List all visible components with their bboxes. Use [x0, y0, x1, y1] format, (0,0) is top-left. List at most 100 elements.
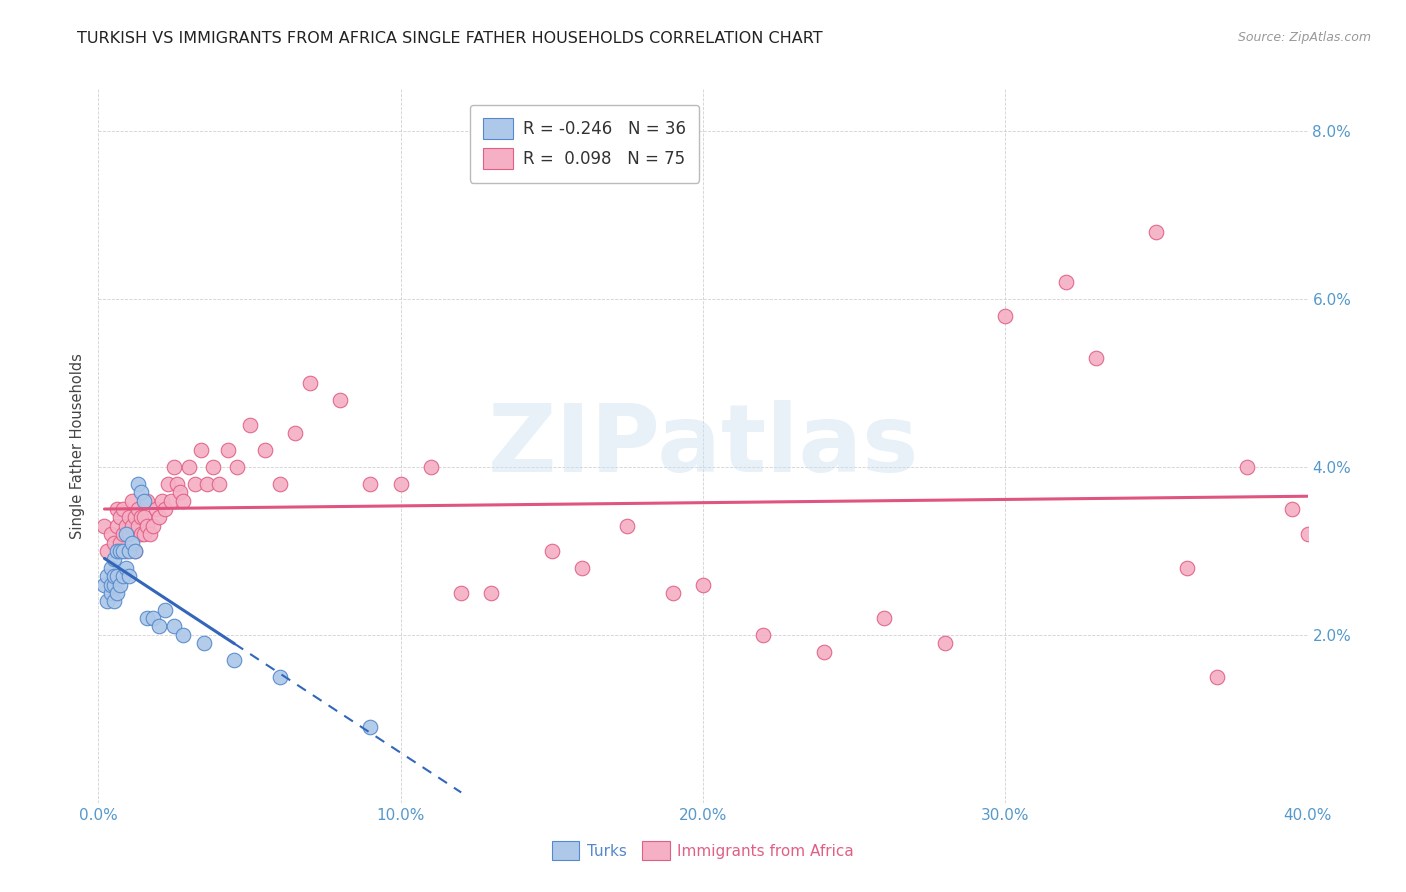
- Point: [100, 560, 122, 574]
- Point: [127, 502, 149, 516]
- Point: [103, 577, 125, 591]
- Point: [114, 560, 136, 574]
- Point: [100, 586, 122, 600]
- Text: Source: ZipAtlas.com: Source: ZipAtlas.com: [1237, 31, 1371, 45]
- Point: [135, 518, 157, 533]
- Point: [100, 577, 122, 591]
- Point: [239, 417, 262, 432]
- Point: [616, 518, 638, 533]
- Point: [118, 510, 141, 524]
- Point: [96, 544, 118, 558]
- Point: [190, 443, 212, 458]
- Point: [118, 569, 141, 583]
- Point: [389, 476, 412, 491]
- Point: [1296, 527, 1319, 541]
- Point: [121, 535, 143, 549]
- Point: [540, 544, 562, 558]
- Point: [1206, 670, 1229, 684]
- Point: [129, 510, 152, 524]
- Point: [105, 544, 128, 558]
- Point: [124, 544, 146, 558]
- Point: [208, 476, 231, 491]
- Point: [121, 493, 143, 508]
- Point: [450, 586, 472, 600]
- Point: [873, 611, 896, 625]
- Legend: Turks, Immigrants from Africa: Turks, Immigrants from Africa: [546, 835, 860, 866]
- Point: [163, 460, 186, 475]
- Point: [193, 636, 215, 650]
- Point: [1236, 460, 1258, 475]
- Point: [145, 502, 167, 516]
- Point: [1085, 351, 1108, 365]
- Point: [127, 518, 149, 533]
- Point: [156, 476, 179, 491]
- Point: [111, 544, 134, 558]
- Point: [118, 527, 141, 541]
- Point: [114, 544, 136, 558]
- Point: [111, 502, 134, 516]
- Point: [1281, 502, 1303, 516]
- Point: [124, 510, 146, 524]
- Point: [692, 577, 714, 591]
- Point: [105, 502, 128, 516]
- Point: [132, 510, 155, 524]
- Point: [108, 510, 131, 524]
- Point: [129, 527, 152, 541]
- Point: [153, 603, 176, 617]
- Point: [195, 476, 218, 491]
- Point: [124, 544, 146, 558]
- Point: [994, 309, 1017, 323]
- Point: [160, 493, 183, 508]
- Point: [93, 577, 115, 591]
- Point: [299, 376, 322, 390]
- Point: [132, 493, 155, 508]
- Point: [217, 443, 239, 458]
- Point: [224, 653, 246, 667]
- Point: [135, 611, 157, 625]
- Point: [105, 586, 128, 600]
- Point: [108, 535, 131, 549]
- Text: ZIPatlas: ZIPatlas: [488, 400, 918, 492]
- Point: [132, 527, 155, 541]
- Point: [150, 493, 173, 508]
- Point: [103, 552, 125, 566]
- Point: [148, 510, 170, 524]
- Point: [166, 476, 188, 491]
- Point: [226, 460, 249, 475]
- Point: [108, 544, 131, 558]
- Point: [172, 628, 194, 642]
- Point: [114, 518, 136, 533]
- Point: [813, 645, 835, 659]
- Point: [184, 476, 207, 491]
- Point: [934, 636, 956, 650]
- Point: [103, 569, 125, 583]
- Point: [179, 460, 201, 475]
- Point: [142, 518, 165, 533]
- Point: [1144, 225, 1167, 239]
- Point: [253, 443, 276, 458]
- Point: [100, 527, 122, 541]
- Point: [148, 619, 170, 633]
- Point: [360, 720, 382, 734]
- Point: [481, 586, 503, 600]
- Point: [96, 569, 118, 583]
- Point: [172, 493, 194, 508]
- Text: TURKISH VS IMMIGRANTS FROM AFRICA SINGLE FATHER HOUSEHOLDS CORRELATION CHART: TURKISH VS IMMIGRANTS FROM AFRICA SINGLE…: [77, 31, 823, 46]
- Point: [153, 502, 176, 516]
- Point: [93, 518, 115, 533]
- Point: [129, 485, 152, 500]
- Point: [269, 670, 291, 684]
- Point: [114, 527, 136, 541]
- Y-axis label: Single Father Households: Single Father Households: [70, 353, 86, 539]
- Point: [329, 392, 352, 407]
- Point: [108, 577, 131, 591]
- Point: [1054, 275, 1077, 289]
- Point: [127, 476, 149, 491]
- Point: [139, 527, 162, 541]
- Point: [163, 619, 186, 633]
- Point: [661, 586, 683, 600]
- Point: [111, 527, 134, 541]
- Point: [105, 569, 128, 583]
- Point: [111, 569, 134, 583]
- Point: [135, 493, 157, 508]
